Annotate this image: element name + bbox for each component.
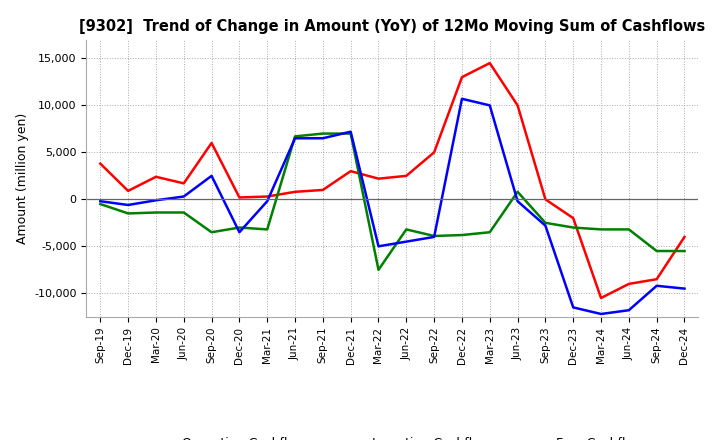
Operating Cashflow (624, 281, 633, 286)
Free Cashflow (346, 129, 355, 134)
Free Cashflow (680, 286, 689, 291)
Free Cashflow (652, 283, 661, 289)
Operating Cashflow (541, 197, 550, 202)
Free Cashflow (318, 136, 327, 141)
Operating Cashflow (680, 234, 689, 239)
Investing Cashflow (96, 202, 104, 207)
Operating Cashflow (513, 103, 522, 108)
Free Cashflow (624, 308, 633, 313)
Free Cashflow (597, 312, 606, 317)
Free Cashflow (152, 198, 161, 203)
Investing Cashflow (263, 227, 271, 232)
Free Cashflow (207, 173, 216, 179)
Free Cashflow (235, 230, 243, 235)
Operating Cashflow (179, 181, 188, 186)
Free Cashflow (541, 223, 550, 228)
Operating Cashflow (402, 173, 410, 179)
Investing Cashflow (597, 227, 606, 232)
Y-axis label: Amount (million yen): Amount (million yen) (16, 113, 29, 244)
Title: [9302]  Trend of Change in Amount (YoY) of 12Mo Moving Sum of Cashflows: [9302] Trend of Change in Amount (YoY) o… (79, 19, 706, 34)
Legend: Operating Cashflow, Investing Cashflow, Free Cashflow: Operating Cashflow, Investing Cashflow, … (136, 432, 649, 440)
Operating Cashflow (485, 60, 494, 66)
Investing Cashflow (541, 220, 550, 225)
Operating Cashflow (652, 277, 661, 282)
Free Cashflow (430, 234, 438, 239)
Free Cashflow (513, 198, 522, 204)
Investing Cashflow (152, 210, 161, 215)
Investing Cashflow (346, 131, 355, 136)
Free Cashflow (374, 244, 383, 249)
Operating Cashflow (124, 188, 132, 194)
Investing Cashflow (624, 227, 633, 232)
Line: Investing Cashflow: Investing Cashflow (100, 134, 685, 270)
Operating Cashflow (430, 150, 438, 155)
Investing Cashflow (680, 249, 689, 254)
Operating Cashflow (458, 74, 467, 80)
Free Cashflow (569, 305, 577, 310)
Investing Cashflow (207, 230, 216, 235)
Operating Cashflow (569, 216, 577, 221)
Operating Cashflow (152, 174, 161, 180)
Investing Cashflow (235, 225, 243, 230)
Free Cashflow (179, 194, 188, 199)
Operating Cashflow (207, 140, 216, 146)
Operating Cashflow (597, 295, 606, 301)
Investing Cashflow (318, 131, 327, 136)
Operating Cashflow (96, 161, 104, 166)
Free Cashflow (458, 96, 467, 102)
Operating Cashflow (235, 195, 243, 200)
Operating Cashflow (263, 194, 271, 199)
Free Cashflow (402, 239, 410, 244)
Operating Cashflow (374, 176, 383, 181)
Investing Cashflow (458, 232, 467, 238)
Free Cashflow (124, 202, 132, 208)
Line: Free Cashflow: Free Cashflow (100, 99, 685, 314)
Investing Cashflow (124, 211, 132, 216)
Free Cashflow (291, 136, 300, 141)
Investing Cashflow (513, 189, 522, 194)
Operating Cashflow (346, 169, 355, 174)
Investing Cashflow (291, 134, 300, 139)
Investing Cashflow (374, 267, 383, 272)
Line: Operating Cashflow: Operating Cashflow (100, 63, 685, 298)
Free Cashflow (96, 198, 104, 204)
Investing Cashflow (485, 230, 494, 235)
Operating Cashflow (318, 187, 327, 193)
Investing Cashflow (652, 249, 661, 254)
Free Cashflow (263, 198, 271, 204)
Operating Cashflow (291, 189, 300, 194)
Investing Cashflow (402, 227, 410, 232)
Investing Cashflow (179, 210, 188, 215)
Investing Cashflow (569, 225, 577, 230)
Investing Cashflow (430, 233, 438, 238)
Free Cashflow (485, 103, 494, 108)
